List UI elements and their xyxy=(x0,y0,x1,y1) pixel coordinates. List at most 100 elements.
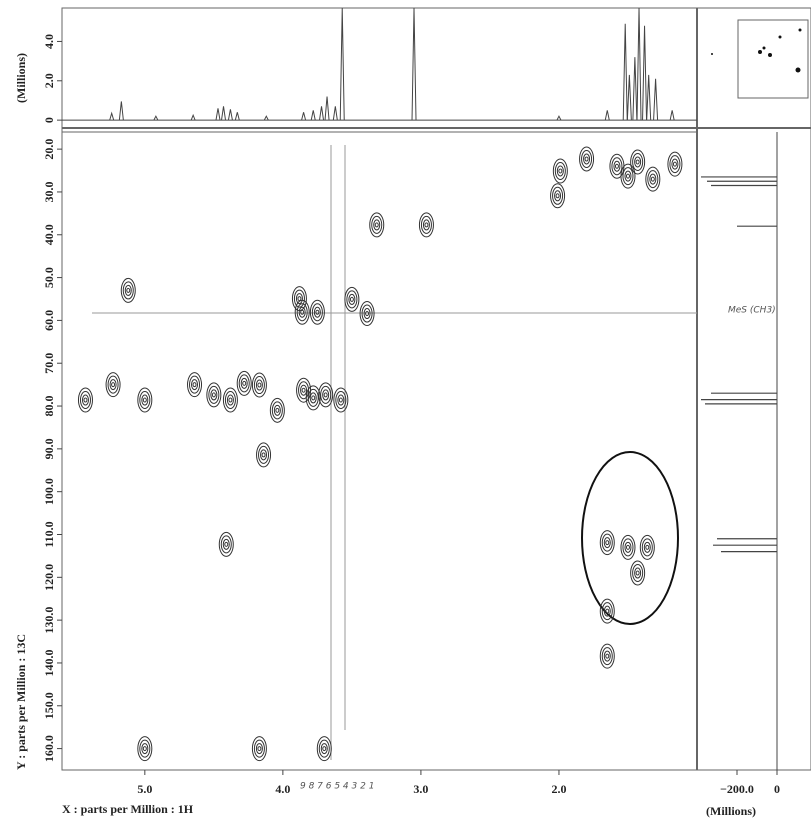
peak xyxy=(339,7,345,121)
contour xyxy=(424,222,429,228)
cross-peak xyxy=(344,286,360,312)
contour xyxy=(255,379,263,391)
y-tick-label: 130.0 xyxy=(42,607,56,634)
contour xyxy=(349,296,354,302)
contour xyxy=(111,382,116,388)
y-axis-label: (Millions) xyxy=(14,53,28,103)
contour xyxy=(601,602,613,621)
contour xyxy=(253,739,265,758)
y-tick-label: 140.0 xyxy=(42,649,56,676)
cross-peak xyxy=(552,158,568,184)
y-tick-label: 50.0 xyxy=(42,267,56,288)
y-tick-label: 120.0 xyxy=(42,564,56,591)
contour xyxy=(558,168,563,174)
contour xyxy=(253,376,265,395)
peak xyxy=(153,115,159,121)
cross-peak xyxy=(137,387,153,413)
highlight-circle xyxy=(581,451,679,625)
cross-peak xyxy=(309,299,325,325)
contour xyxy=(344,286,360,312)
contour xyxy=(624,170,632,182)
contour xyxy=(601,647,613,666)
contour xyxy=(611,157,623,176)
contour xyxy=(365,311,370,317)
contour xyxy=(322,389,330,401)
contour xyxy=(552,158,568,184)
cross-peak xyxy=(269,397,285,423)
contour xyxy=(260,449,268,461)
contour xyxy=(309,299,325,325)
cross-peak xyxy=(667,151,683,177)
cross-peak xyxy=(369,212,385,238)
contour xyxy=(79,391,91,410)
contour xyxy=(142,397,147,403)
contour xyxy=(269,397,285,423)
contour xyxy=(552,186,564,205)
y-tick-label: 160.0 xyxy=(42,735,56,762)
contour xyxy=(187,372,203,398)
contour xyxy=(242,380,247,386)
contour xyxy=(625,544,630,550)
cross-peak xyxy=(620,534,636,560)
contour xyxy=(348,293,356,305)
contour xyxy=(137,736,153,762)
y-tick-label: 4.0 xyxy=(42,34,56,49)
contour xyxy=(632,564,644,583)
contour xyxy=(603,537,611,549)
contour xyxy=(635,570,640,576)
contour xyxy=(322,746,327,752)
y-tick-label: 110.0 xyxy=(42,521,56,547)
contour xyxy=(624,541,632,553)
contour xyxy=(255,743,263,755)
cross-peak xyxy=(77,387,93,413)
contour xyxy=(261,452,266,458)
peak xyxy=(118,101,124,121)
annotation: MeS (CH3) xyxy=(728,306,776,316)
contour xyxy=(599,643,615,669)
contour xyxy=(630,560,646,586)
contour xyxy=(211,392,216,398)
cross-peak xyxy=(550,183,566,209)
contour xyxy=(206,382,222,408)
contour xyxy=(320,743,328,755)
contour xyxy=(639,534,655,560)
contour xyxy=(309,392,317,404)
contour xyxy=(275,407,280,413)
y-tick-label: 20.0 xyxy=(42,139,56,160)
cross-peak xyxy=(645,166,661,192)
contour xyxy=(333,387,349,413)
contour xyxy=(251,372,267,398)
contour xyxy=(361,304,373,323)
contour xyxy=(335,391,347,410)
contour xyxy=(189,375,201,394)
contour xyxy=(359,301,375,327)
cross-peak xyxy=(359,301,375,327)
contour xyxy=(374,222,379,228)
cross-peak xyxy=(120,277,136,303)
contour xyxy=(142,746,147,752)
peak xyxy=(319,106,325,121)
cross-peak xyxy=(236,370,252,396)
cross-peak xyxy=(187,372,203,398)
contour xyxy=(605,608,610,614)
contour xyxy=(620,163,636,189)
contour xyxy=(238,374,250,393)
peak xyxy=(215,108,221,121)
cross-peak xyxy=(291,286,307,312)
contour xyxy=(323,392,328,398)
contour xyxy=(224,391,236,410)
contour xyxy=(371,215,383,234)
x-tick-label: 3.0 xyxy=(413,782,428,796)
contour xyxy=(669,155,681,174)
peak xyxy=(332,106,338,121)
contour xyxy=(298,381,310,400)
contour xyxy=(305,385,321,411)
contour xyxy=(236,370,252,396)
contour xyxy=(105,372,121,398)
contour xyxy=(605,540,610,546)
contour xyxy=(581,149,593,168)
contour xyxy=(293,289,305,308)
contour xyxy=(369,212,385,238)
contour xyxy=(256,442,272,468)
cross-peak xyxy=(218,531,234,557)
